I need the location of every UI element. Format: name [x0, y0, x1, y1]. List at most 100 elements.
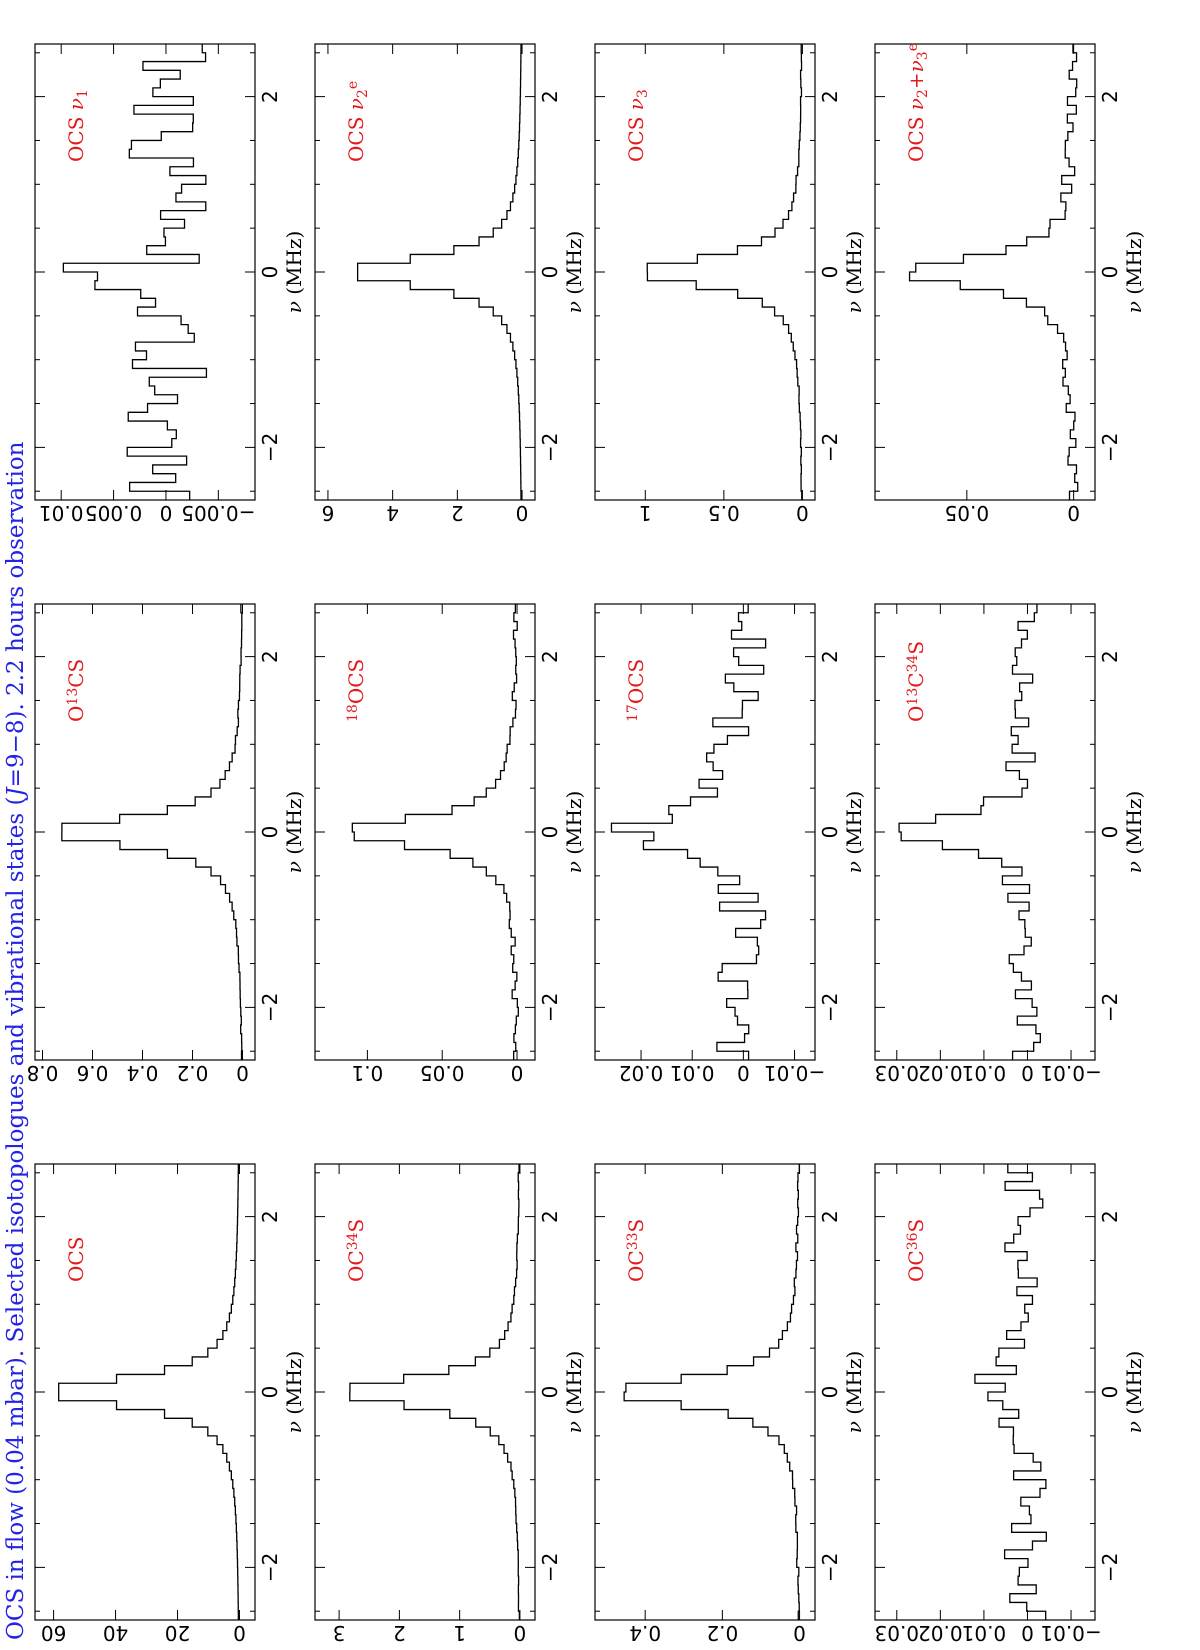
x-tick-label: 0: [258, 826, 282, 839]
y-tick-label: 0: [1067, 501, 1080, 525]
y-tick-label: 0.8: [27, 1061, 59, 1085]
y-tick-label: 0.2: [177, 1061, 209, 1085]
y-tick-label: 0.5: [708, 501, 740, 525]
spectrum-trace: [61, 604, 243, 1060]
spectrum-trace: [58, 1164, 239, 1620]
x-tick-label: −2: [538, 1553, 562, 1582]
y-tick-label: 0.1: [351, 1061, 383, 1085]
x-tick-label: −2: [1098, 1553, 1122, 1582]
y-tick-label: 6: [322, 501, 335, 525]
x-tick-label: −2: [258, 433, 282, 462]
x-tick-label: 0: [258, 266, 282, 279]
panel-label: OC34S: [344, 1219, 368, 1282]
panel-label: O13CS: [64, 659, 88, 722]
y-tick-label: −0.01: [1040, 1061, 1101, 1085]
spectrum-panel: −2 0 2 ν (MHz) −0.01 0 0.010.02 17OCS: [594, 603, 866, 1085]
y-tick-label: 0.02: [619, 1061, 664, 1085]
y-tick-label: 0.01: [962, 1621, 1007, 1645]
spectrum-trace: [908, 44, 1079, 500]
y-tick-label: 0.03: [875, 1061, 920, 1085]
y-tick-label: 0.4: [629, 1621, 661, 1645]
x-tick-label: 2: [1098, 90, 1122, 103]
panel-label: OCS ν3: [624, 89, 651, 162]
y-tick-label: 0.05: [420, 1061, 465, 1085]
y-tick-label: 0.4: [127, 1061, 159, 1085]
x-axis-title: ν (MHz): [1122, 1351, 1146, 1434]
panel-label: OCS ν2+ν3e: [904, 43, 931, 162]
y-tick-label: 0.01: [670, 1061, 715, 1085]
y-tick-label: 0: [1021, 1061, 1034, 1085]
x-tick-label: 2: [818, 1210, 842, 1223]
y-tick-label: 1: [639, 501, 652, 525]
x-axis-title: ν (MHz): [842, 791, 866, 874]
x-tick-label: 2: [818, 650, 842, 663]
y-tick-label: 0.03: [875, 1621, 920, 1645]
spectrum-trace: [349, 1164, 521, 1620]
figure-title: OCS in flow (0.04 mbar). Selected isotop…: [3, 441, 29, 1640]
y-tick-label: 4: [386, 501, 399, 525]
y-tick-label: 0.01: [39, 501, 84, 525]
spectrum-trace: [623, 1164, 800, 1620]
y-tick-label: 0.005: [85, 501, 142, 525]
x-axis-title: ν (MHz): [1122, 791, 1146, 874]
x-tick-label: 0: [818, 826, 842, 839]
y-tick-label: 2: [451, 501, 464, 525]
spectrum-trace: [351, 604, 519, 1060]
y-tick-label: 0: [160, 501, 173, 525]
x-tick-label: 2: [258, 650, 282, 663]
x-tick-label: 0: [818, 1386, 842, 1399]
x-axis-title: ν (MHz): [282, 231, 306, 314]
x-axis-title: ν (MHz): [1122, 231, 1146, 314]
y-tick-label: 0.02: [918, 1061, 963, 1085]
spectrum-trace: [610, 604, 767, 1060]
x-axis-title: ν (MHz): [282, 791, 306, 874]
y-tick-label: 0: [511, 1061, 524, 1085]
y-tick-label: 2: [393, 1621, 406, 1645]
y-tick-label: 0.05: [945, 501, 990, 525]
x-tick-label: 0: [1098, 266, 1122, 279]
x-tick-label: −2: [258, 1553, 282, 1582]
x-tick-label: 2: [818, 90, 842, 103]
y-tick-label: 0: [793, 1621, 806, 1645]
x-axis-title: ν (MHz): [562, 791, 586, 874]
y-tick-label: −0.01: [764, 1061, 825, 1085]
x-tick-label: 0: [1098, 826, 1122, 839]
panel-label: 17OCS: [624, 659, 648, 722]
x-tick-label: −2: [818, 1553, 842, 1582]
y-tick-label: 0: [737, 1061, 750, 1085]
y-tick-label: 1: [453, 1621, 466, 1645]
x-tick-label: −2: [818, 433, 842, 462]
panel-label: OCS ν1: [64, 89, 91, 162]
spectrum-trace: [974, 1164, 1047, 1620]
y-tick-label: 0: [233, 1621, 246, 1645]
plot-frame: [34, 1163, 256, 1621]
y-tick-label: 40: [103, 1621, 128, 1645]
x-axis-title: ν (MHz): [562, 1351, 586, 1434]
x-axis-title: ν (MHz): [842, 231, 866, 314]
x-tick-label: −2: [818, 993, 842, 1022]
y-tick-label: 0: [516, 501, 529, 525]
panel-label: OC36S: [904, 1219, 928, 1282]
spectrum-trace: [62, 44, 208, 500]
rotated-plot-area: OCS in flow (0.04 mbar). Selected isotop…: [3, 43, 1146, 1645]
y-tick-label: 0: [1021, 1621, 1034, 1645]
x-tick-label: 0: [538, 826, 562, 839]
x-tick-label: −2: [1098, 433, 1122, 462]
x-tick-label: −2: [538, 433, 562, 462]
x-tick-label: 2: [258, 1210, 282, 1223]
panel-label: O13C34S: [904, 641, 928, 722]
spectrum-trace: [646, 44, 803, 500]
x-tick-label: 0: [258, 1386, 282, 1399]
x-tick-label: 2: [538, 90, 562, 103]
